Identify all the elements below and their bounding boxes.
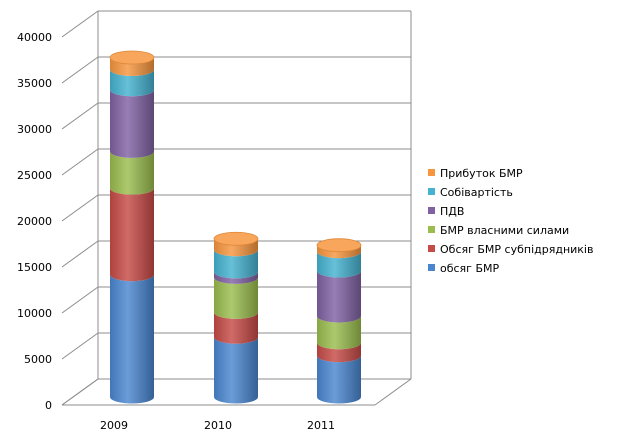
bar-segment-2009-3 [110, 89, 154, 158]
bar-top-cap-2010 [213, 231, 259, 246]
y-tick-label: 0 [45, 399, 52, 412]
gridline-side-25000 [61, 148, 99, 176]
bar-segment-2009-5 [110, 57, 154, 76]
gridline-side-0 [61, 378, 99, 406]
legend-swatch [428, 169, 435, 176]
gridline-side-15000 [61, 240, 99, 268]
legend-entry: Обсяг БМР субпідрядників [440, 243, 593, 256]
bars [109, 50, 362, 404]
legend-entry: ПДВ [440, 205, 464, 218]
legend: Прибуток БМР Собівартість ПДВ БМР власними … [428, 167, 593, 275]
bar-segment-2010-3 [214, 271, 258, 284]
gridline-side-40000 [61, 10, 99, 38]
y-tick-label: 5000 [24, 353, 52, 366]
x-tick-label: 2009 [100, 419, 128, 432]
y-tick-label: 25000 [17, 169, 52, 182]
legend-entry: обсяг БМР [440, 262, 499, 275]
gridline-side-30000 [61, 102, 99, 130]
y-tick-label: 40000 [17, 31, 52, 44]
gridline-side-35000 [61, 56, 99, 84]
bar-segment-2010-0 [214, 337, 258, 404]
bar-segment-2010-5 [214, 238, 258, 257]
legend-entry: БМР власними силами [440, 224, 569, 237]
y-tick-label: 20000 [17, 215, 52, 228]
bar-segment-2011-2 [317, 316, 361, 350]
x-tick-label: 2011 [307, 419, 335, 432]
bar-segment-2009-0 [110, 274, 154, 404]
gridline-side-10000 [61, 286, 99, 314]
legend-swatch [428, 207, 435, 214]
y-tick-label: 30000 [17, 123, 52, 136]
bar-segment-2011-5 [317, 245, 361, 259]
bar-stack-2010 [213, 231, 259, 404]
floor-right-edge [374, 378, 412, 406]
bar-segment-2010-4 [214, 249, 258, 279]
bar-segment-2011-1 [317, 342, 361, 363]
bar-segment-2009-4 [110, 69, 154, 97]
legend-swatch [428, 264, 435, 271]
bar-segment-2010-1 [214, 312, 258, 344]
x-tick-label: 2010 [204, 419, 232, 432]
bar-segment-2011-4 [317, 251, 361, 278]
y-axis: 0 5000 10000 15000 20000 25000 30000 35000 40000 [17, 31, 52, 412]
bar-segment-2009-2 [110, 151, 154, 195]
x-axis: 2009 2010 2011 [100, 419, 335, 432]
y-tick-label: 15000 [17, 261, 52, 274]
bar-top-cap-2011 [316, 238, 362, 253]
bar-stack-2011 [316, 238, 362, 404]
y-tick-label: 10000 [17, 307, 52, 320]
gridline-side-20000 [61, 194, 99, 222]
gridline-side-5000 [61, 332, 99, 360]
legend-entry: Собівартість [440, 186, 513, 199]
legend-swatch [428, 245, 435, 252]
bar-segment-2009-1 [110, 188, 154, 282]
y-tick-label: 35000 [17, 77, 52, 90]
bar-top-cap-2009 [109, 50, 155, 65]
legend-swatch [428, 188, 435, 195]
bar-stack-2009 [109, 50, 155, 404]
bar-segment-2011-3 [317, 270, 361, 323]
bar-segment-2010-2 [214, 277, 258, 319]
legend-entry: Прибуток БМР [440, 167, 523, 180]
legend-swatch [428, 226, 435, 233]
bar-segment-2011-0 [317, 355, 361, 404]
